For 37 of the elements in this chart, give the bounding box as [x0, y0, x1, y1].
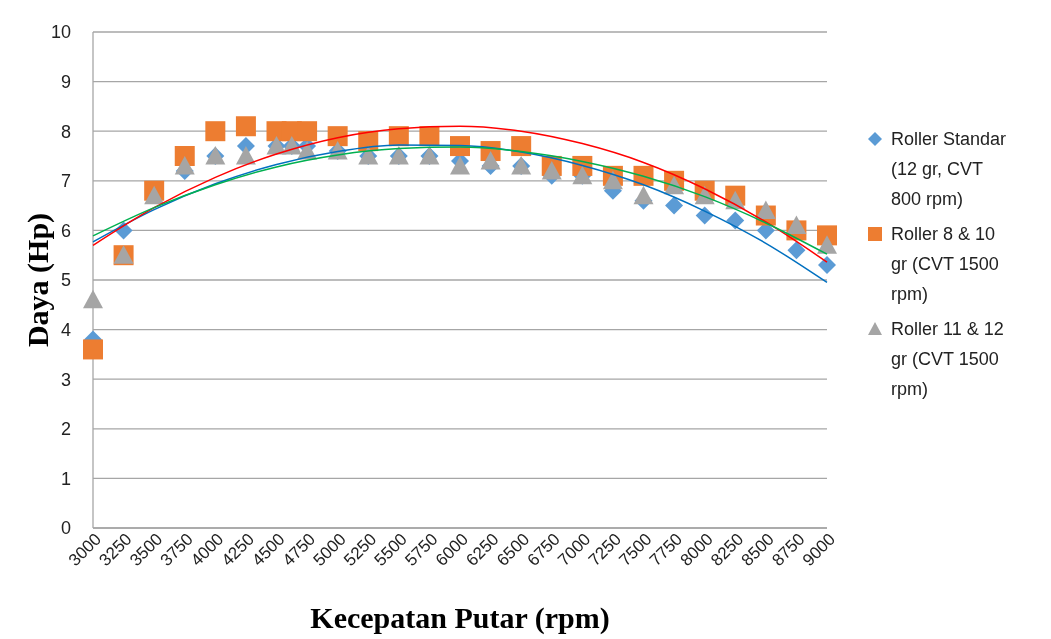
- y-tick-label: 6: [60, 220, 71, 241]
- legend-label: Roller 11 & 12 gr (CVT 1500 rpm): [891, 319, 1004, 399]
- point: [665, 196, 684, 215]
- point: [174, 155, 195, 175]
- y-tick-label: 1: [60, 468, 71, 489]
- point: [83, 289, 103, 309]
- y-tick-label: 8: [60, 121, 71, 142]
- point: [633, 185, 654, 205]
- legend-label: Roller Standar (12 gr, CVT 800 rpm): [891, 129, 1007, 209]
- y-tick-label: 7: [60, 171, 71, 192]
- point: [297, 121, 318, 142]
- x-axis-title: Kecepatan Putar (rpm): [310, 601, 610, 635]
- point: [235, 146, 256, 165]
- point: [480, 150, 501, 170]
- point: [83, 339, 103, 360]
- y-tick-label: 5: [60, 270, 71, 291]
- point: [786, 215, 807, 234]
- y-tick-label: 2: [60, 419, 71, 440]
- point: [602, 170, 623, 190]
- point: [450, 155, 470, 175]
- point: [787, 241, 806, 260]
- point: [755, 200, 776, 220]
- point: [817, 235, 837, 254]
- point: [205, 121, 226, 142]
- y-tick-label: 0: [60, 518, 71, 539]
- point: [726, 211, 745, 230]
- point: [818, 256, 836, 275]
- y-tick-label: 9: [60, 71, 71, 92]
- y-tick-label: 4: [60, 319, 71, 340]
- legend-label: Roller 8 & 10 gr (CVT 1500 rpm): [891, 224, 999, 304]
- point: [511, 136, 532, 157]
- y-tick-label: 3: [60, 369, 71, 390]
- point: [235, 116, 256, 137]
- point: [144, 185, 165, 205]
- point: [541, 160, 562, 180]
- y-axis-title: Daya (Hp): [21, 212, 55, 348]
- y-tick-label: 10: [50, 22, 71, 43]
